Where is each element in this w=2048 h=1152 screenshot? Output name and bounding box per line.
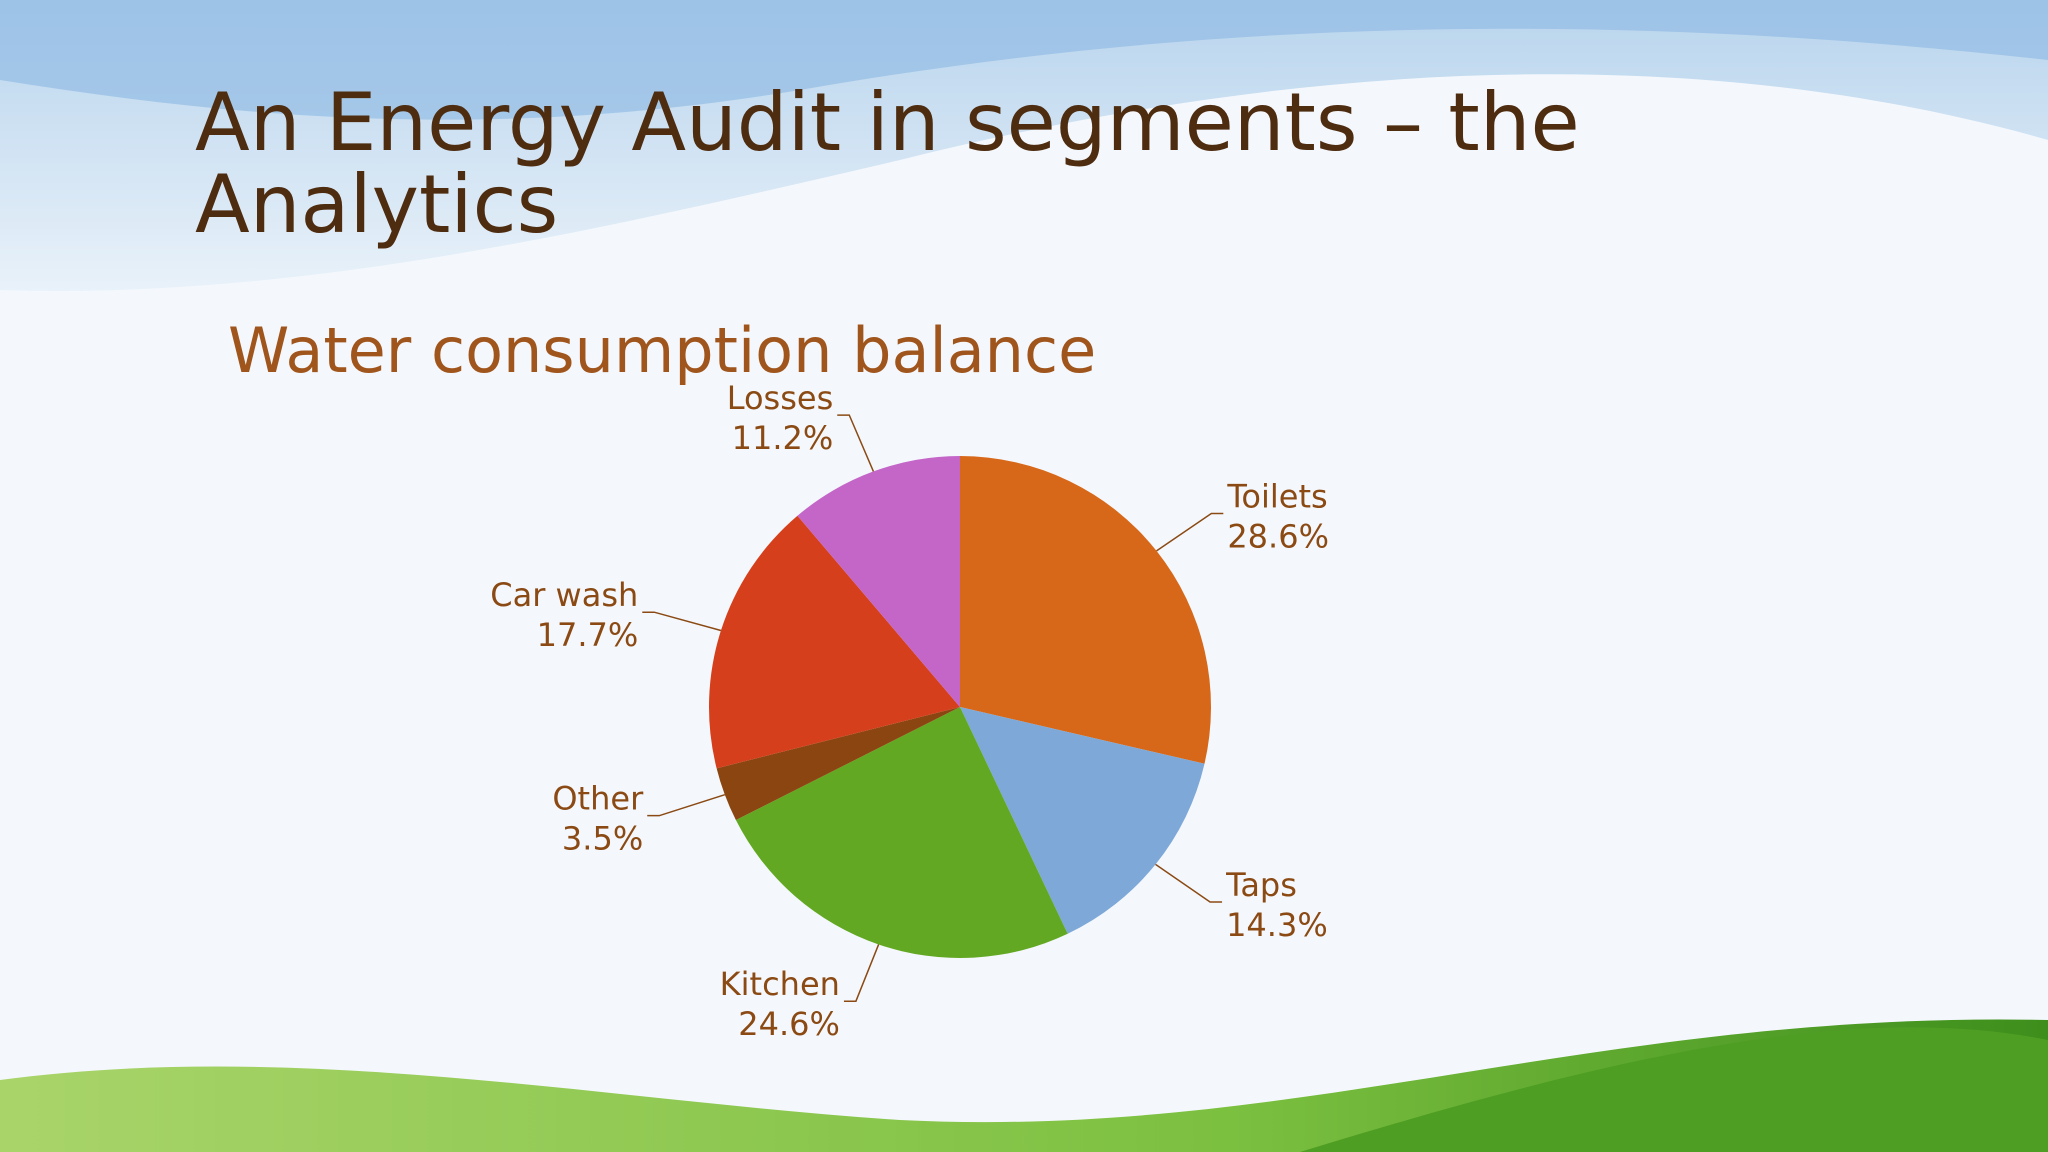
pie-slice: [797, 456, 960, 707]
pie-slice: [716, 707, 960, 821]
leader-line: [642, 611, 722, 632]
slice-label: Losses: [727, 379, 834, 417]
slice-value-label: 28.6%: [1227, 518, 1329, 556]
leader-line: [837, 414, 875, 472]
slice-value-label: 3.5%: [562, 820, 643, 858]
pie-slice: [960, 707, 1205, 934]
slice-value-label: 24.6%: [738, 1005, 840, 1043]
pie-slice: [709, 515, 960, 769]
slice-label: Toilets: [1226, 478, 1327, 516]
hills: [1300, 1027, 2048, 1152]
chart-title: Water consumption balance: [228, 314, 1096, 387]
slice-value-label: 17.7%: [537, 616, 639, 654]
pie-slice: [960, 456, 1211, 764]
leader-line: [647, 793, 726, 817]
leader-line: [1155, 863, 1223, 903]
slide-title: An Energy Audit in segments – the Analyti…: [195, 76, 1580, 251]
slice-label: Other: [552, 780, 644, 818]
slice-label: Kitchen: [720, 965, 840, 1003]
slice-label: Car wash: [490, 576, 638, 614]
sky-band: [0, 0, 2048, 120]
slice-label: Taps: [1225, 866, 1297, 904]
leader-line: [843, 944, 880, 1002]
slice-value-label: 11.2%: [732, 419, 834, 457]
pie-slice: [735, 707, 1068, 959]
slice-value-label: 14.3%: [1226, 906, 1328, 944]
leader-line: [1156, 512, 1224, 552]
